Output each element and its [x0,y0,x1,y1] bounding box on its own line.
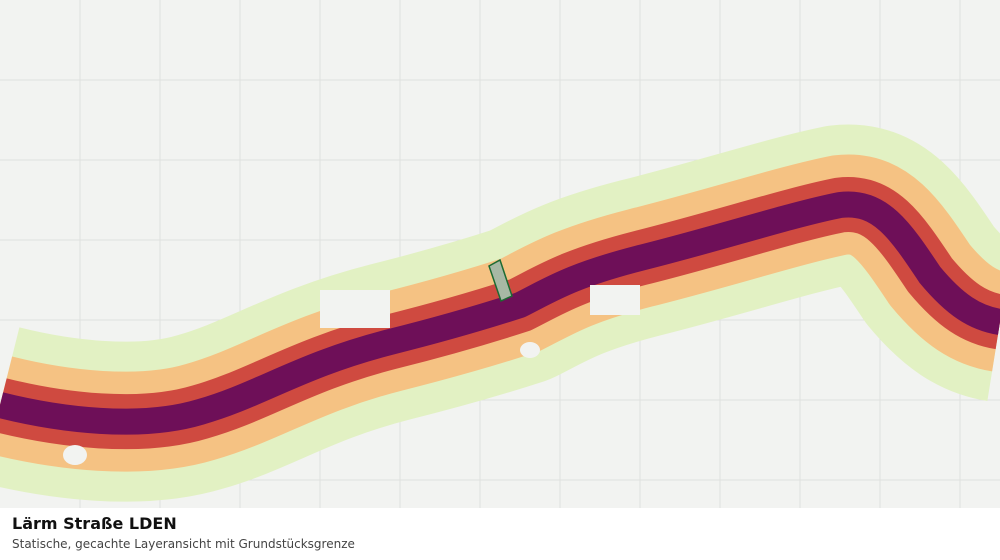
map-gaps [63,285,640,465]
footer: Lärm Straße LDEN Statische, gecachte Lay… [0,508,1000,560]
parcel-boundary [488,258,513,303]
noise-band-very-high [0,191,1000,435]
map-subtitle: Statische, gecachte Layeransicht mit Gru… [12,537,355,551]
noise-bands [0,124,1000,502]
map [0,0,1000,508]
map-title: Lärm Straße LDEN [12,514,177,533]
